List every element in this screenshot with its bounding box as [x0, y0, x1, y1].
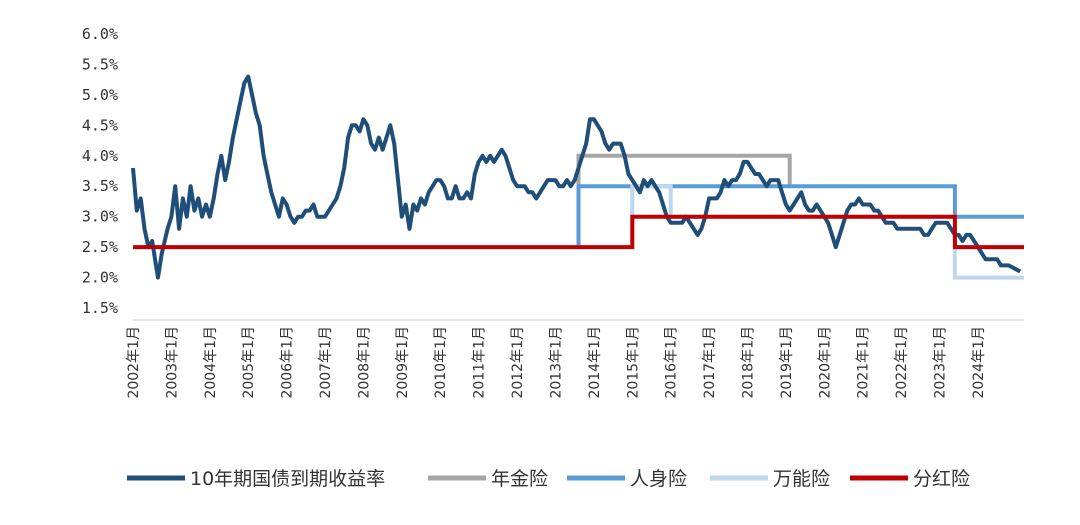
x-tick-label: 2006年1月: [280, 326, 296, 399]
x-tick-label: 2013年1月: [548, 326, 564, 399]
x-tick-label: 2017年1月: [702, 326, 718, 399]
series-line-1: [576, 153, 792, 248]
legend-label: 万能险: [773, 468, 830, 490]
legend-label: 人身险: [630, 468, 687, 490]
x-tick-label: 2021年1月: [856, 326, 872, 399]
x-axis-tick-labels: 2002年1月 2003年1月 2004年1月 2005年1月 2006年1月 2007年…: [126, 326, 987, 399]
x-tick-label: 2004年1月: [203, 326, 219, 399]
x-tick-label: 2018年1月: [740, 326, 756, 399]
y-tick-label: 2.0%: [82, 269, 118, 287]
series-layer: [131, 74, 1024, 280]
y-tick-label: 3.0%: [82, 208, 118, 226]
x-tick-label: 2016年1月: [664, 326, 680, 399]
x-tick-label: 2003年1月: [164, 326, 180, 399]
legend-label: 10年期国债到期收益率: [190, 468, 385, 490]
series-line-2: [576, 184, 1024, 248]
x-tick-label: 2005年1月: [241, 326, 257, 399]
y-axis-tick-labels: 1.5% 2.0% 2.5% 3.0% 3.5% 4.0% 4.5% 5.0% 5.5% 6.0%: [82, 25, 118, 317]
y-tick-label: 1.5%: [82, 299, 118, 317]
x-tick-label: 2014年1月: [587, 326, 603, 399]
y-tick-label: 6.0%: [82, 25, 118, 43]
legend: 10年期国债到期收益率 年金险 人身险 万能险 分红险: [127, 468, 970, 490]
x-tick-label: 2019年1月: [779, 326, 795, 399]
x-tick-label: 2023年1月: [933, 326, 949, 399]
y-tick-label: 3.5%: [82, 177, 118, 195]
x-tick-label: 2010年1月: [433, 326, 449, 399]
x-tick-label: 2012年1月: [510, 326, 526, 399]
y-tick-label: 4.0%: [82, 147, 118, 165]
series-line-4: [133, 214, 1024, 250]
y-tick-label: 5.0%: [82, 86, 118, 104]
x-tick-label: 2011年1月: [472, 326, 488, 399]
x-tick-label: 2022年1月: [894, 326, 910, 399]
x-tick-label: 2015年1月: [625, 326, 641, 399]
x-tick-label: 2009年1月: [395, 326, 411, 399]
x-tick-label: 2020年1月: [817, 326, 833, 399]
x-tick-label: 2002年1月: [126, 326, 142, 399]
x-tick-label: 2007年1月: [318, 326, 334, 399]
y-tick-label: 4.5%: [82, 116, 118, 134]
legend-label: 分红险: [913, 468, 970, 490]
legend-label: 年金险: [491, 468, 548, 490]
x-tick-label: 2024年1月: [971, 326, 987, 399]
series-line-3: [630, 184, 1024, 280]
y-tick-label: 2.5%: [82, 238, 118, 256]
series-line-0: [131, 74, 1022, 280]
x-tick-label: 2008年1月: [356, 326, 372, 399]
y-tick-label: 5.5%: [82, 55, 118, 73]
